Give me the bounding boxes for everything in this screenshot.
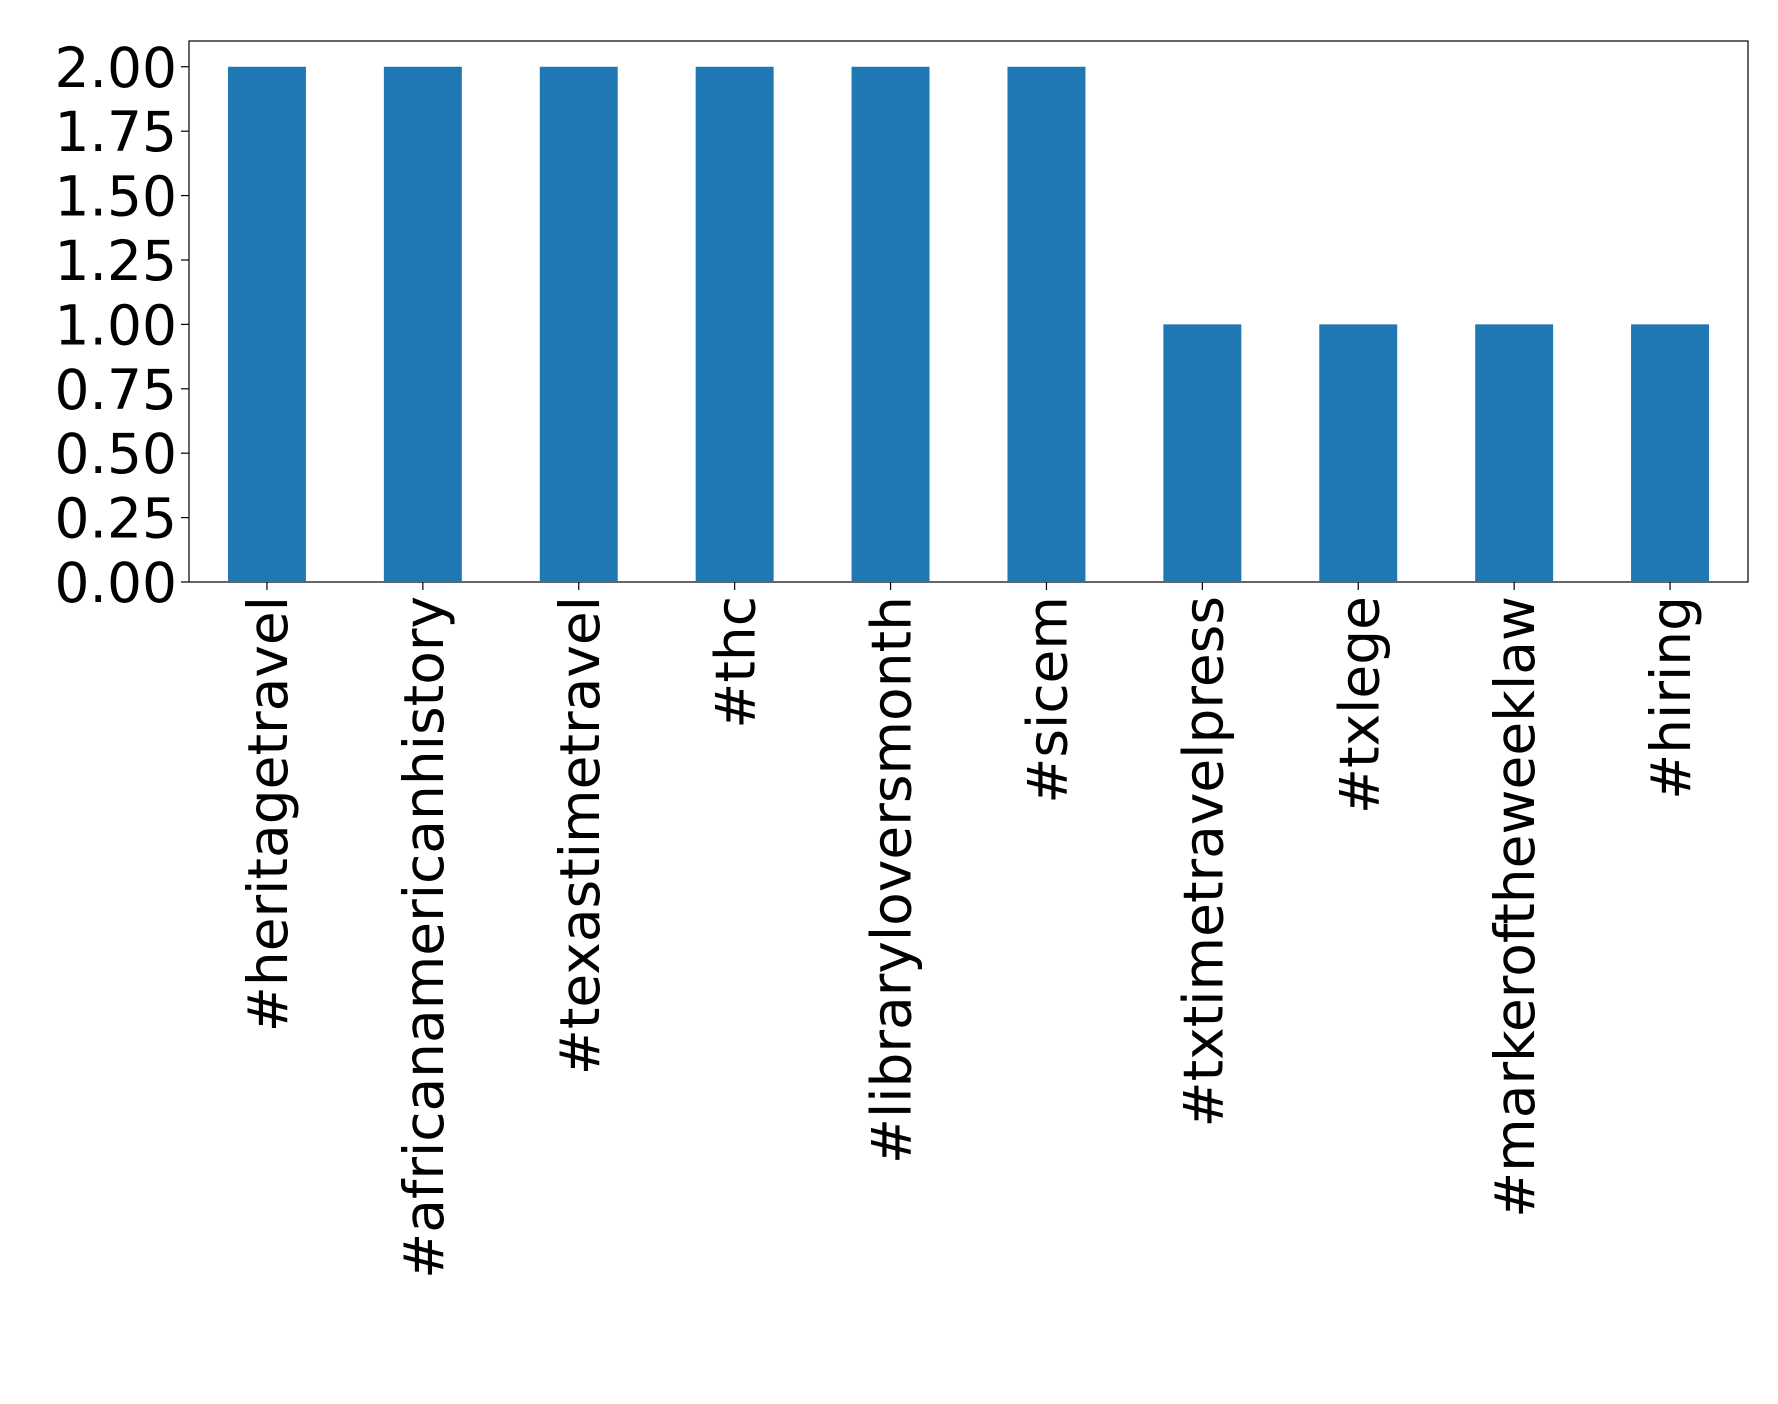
y-tick-label: 0.75 bbox=[55, 358, 177, 422]
x-tick-label: #txlege bbox=[1327, 596, 1391, 814]
bar bbox=[1007, 66, 1086, 582]
bar bbox=[1319, 324, 1398, 582]
plot-frame bbox=[188, 40, 1749, 583]
x-tick-label: #texastimetravel bbox=[548, 596, 612, 1075]
bar bbox=[1475, 324, 1554, 582]
y-tick-label: 1.75 bbox=[55, 100, 177, 164]
x-tick-label: #africanamericanhistory bbox=[392, 596, 456, 1279]
y-tick-label: 0.00 bbox=[55, 551, 177, 615]
y-tick-label: 1.25 bbox=[55, 229, 177, 293]
y-tick-label: 0.25 bbox=[55, 487, 177, 551]
bar bbox=[1631, 324, 1710, 582]
y-tick-label: 1.50 bbox=[55, 165, 177, 229]
x-tick-label: #thc bbox=[704, 596, 768, 729]
bar bbox=[851, 66, 930, 582]
x-tick-label: #hiring bbox=[1639, 596, 1703, 800]
y-tick-label: 0.50 bbox=[55, 422, 177, 486]
y-tick-label: 1.00 bbox=[55, 293, 177, 357]
x-tick-label: #librarylovers­month bbox=[860, 596, 924, 1164]
y-tick-label: 2.00 bbox=[55, 36, 177, 100]
x-tick-label: #sicem bbox=[1015, 596, 1079, 804]
bar bbox=[227, 66, 306, 582]
bar bbox=[1163, 324, 1242, 582]
x-tick-label: #txtimetravelpress bbox=[1171, 596, 1235, 1127]
bar bbox=[539, 66, 618, 582]
x-tick-label: #markeroftheweeklaw bbox=[1483, 596, 1547, 1218]
bar bbox=[695, 66, 774, 582]
bar bbox=[383, 66, 462, 582]
x-tick-label: #heritagetravel bbox=[236, 596, 300, 1032]
